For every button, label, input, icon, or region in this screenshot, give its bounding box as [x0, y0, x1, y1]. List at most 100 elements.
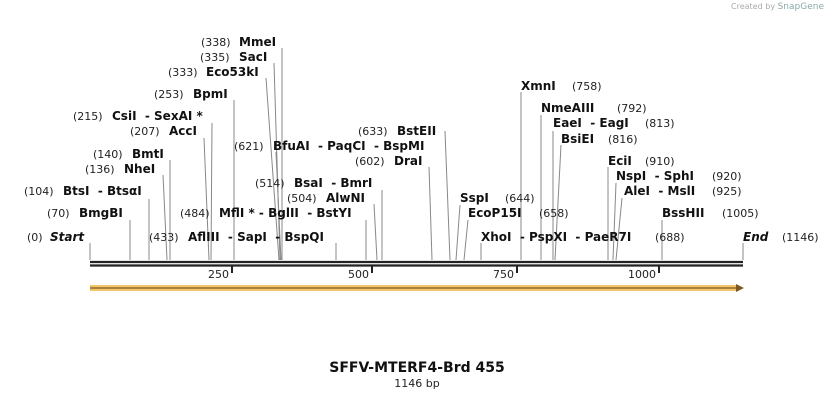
site-position: (0) — [27, 231, 43, 244]
site-eaei[interactable]: (813) EaeI - EagI — [553, 116, 675, 130]
site-line-sspi — [455, 204, 461, 261]
site-line-bsteii — [444, 130, 451, 261]
site-position: (104) — [24, 185, 54, 198]
site-alwni[interactable]: (504) AlwNI — [287, 191, 365, 205]
site-name: DraI — [394, 154, 422, 168]
site-position: (70) — [47, 207, 70, 220]
site-ecop15i[interactable]: (658) EcoP15I — [468, 206, 569, 220]
snapgene-logo: SnapGene — [777, 2, 824, 12]
site-name: AflIII - SapI - BspQI — [188, 230, 324, 244]
site-mfli[interactable]: (484) MflI * - BglII - BstYI — [180, 206, 352, 220]
site-line-acci — [203, 137, 210, 261]
site-end[interactable]: (1146) End — [743, 230, 819, 244]
site-bsshii[interactable]: (1005) BssHII — [662, 206, 759, 220]
site-name: BssHII — [662, 206, 704, 220]
site-name: EcoP15I — [468, 206, 522, 220]
site-name: MflI * - BglII - BstYI — [219, 206, 352, 220]
site-name: NmeAIII — [541, 101, 594, 115]
site-name: NspI - SphI — [616, 169, 694, 183]
site-drai[interactable]: (602) DraI — [355, 154, 422, 168]
site-csii[interactable]: (215) CsiI - SexAI * — [73, 109, 203, 123]
site-line-alei — [615, 197, 623, 261]
site-ecii[interactable]: (910) EciI — [608, 154, 675, 168]
site-line-nhei — [162, 174, 168, 261]
site-nspi[interactable]: (920) NspI - SphI — [616, 169, 742, 183]
site-position: (215) — [73, 110, 103, 123]
site-line-eco53ki — [265, 77, 280, 261]
site-name: Start — [50, 230, 85, 244]
site-position: (910) — [645, 155, 675, 168]
site-name: BsaI - BmrI — [294, 176, 372, 190]
site-name: NheI — [124, 162, 155, 176]
tick-label: 1000 — [628, 268, 656, 281]
site-start[interactable]: (0) Start — [27, 230, 85, 244]
site-position: (602) — [355, 155, 385, 168]
site-name: SacI — [239, 50, 267, 64]
site-position: (816) — [608, 133, 638, 146]
site-name: BsiEI — [561, 132, 594, 146]
site-position: (1146) — [782, 231, 819, 244]
site-bmgbi[interactable]: (70) BmgBI — [47, 206, 123, 220]
site-position: (920) — [712, 170, 742, 183]
site-position: (621) — [234, 140, 264, 153]
credit-prefix: Created by — [731, 2, 776, 11]
site-position: (688) — [655, 231, 685, 244]
site-nhei[interactable]: (136) NheI — [85, 162, 155, 176]
site-line-nspi — [612, 182, 617, 261]
site-name: AleI - MslI — [624, 184, 695, 198]
site-bsiei[interactable]: (816) BsiEI — [561, 132, 638, 146]
site-eco53ki[interactable]: (333) Eco53kI — [168, 65, 259, 79]
site-line-alwni — [373, 203, 378, 261]
site-position: (338) — [201, 36, 231, 49]
site-position: (925) — [712, 185, 742, 198]
site-position: (484) — [180, 207, 210, 220]
site-position: (813) — [645, 117, 675, 130]
site-acci[interactable]: (207) AccI — [130, 124, 197, 138]
site-bfuai[interactable]: (621) BfuAI - PaqCI - BspMI — [234, 139, 424, 153]
site-afliii[interactable]: (433) AflIII - SapI - BspQI — [149, 230, 324, 244]
site-mmei[interactable]: (338) MmeI — [201, 35, 276, 49]
site-line-bsiei — [554, 144, 562, 261]
tick-label: 500 — [348, 268, 369, 281]
site-name: BstEII — [397, 124, 436, 138]
site-position: (433) — [149, 231, 179, 244]
site-bsai[interactable]: (514) BsaI - BmrI — [255, 176, 372, 190]
site-name: BfuAI - PaqCI - BspMI — [273, 139, 424, 153]
site-xmni[interactable]: (758) XmnI — [521, 79, 602, 93]
site-name: BpmI — [193, 87, 228, 101]
feature-arrow[interactable] — [90, 284, 744, 292]
site-position: (253) — [154, 88, 184, 101]
tick-label: 750 — [493, 268, 514, 281]
sequence-length: 1146 bp — [394, 377, 440, 390]
site-position: (504) — [287, 192, 317, 205]
site-alei[interactable]: (925) AleI - MslI — [624, 184, 742, 198]
site-line-drai — [428, 166, 433, 261]
map-title: SFFV-MTERF4-Brd 455 — [329, 360, 505, 376]
site-position: (207) — [130, 125, 160, 138]
site-name: AccI — [169, 124, 197, 138]
site-position: (792) — [617, 102, 647, 115]
site-name: AlwNI — [326, 191, 365, 205]
site-saci[interactable]: (335) SacI — [200, 50, 267, 64]
site-position: (140) — [93, 148, 123, 161]
site-xhoi[interactable]: (688) XhoI - PspXI - PaeR7I — [481, 230, 685, 244]
site-name: Eco53kI — [206, 65, 259, 79]
site-bsteii[interactable]: (633) BstEII — [358, 124, 436, 138]
site-line-bfuai — [275, 151, 282, 261]
site-position: (514) — [255, 177, 285, 190]
site-btsi[interactable]: (104) BtsI - BtsαI — [24, 184, 142, 198]
site-position: (658) — [539, 207, 569, 220]
site-position: (633) — [358, 125, 388, 138]
site-bmti[interactable]: (140) BmtI — [93, 147, 164, 161]
site-name: SspI — [460, 191, 489, 205]
site-sspi[interactable]: (644) SspI — [460, 191, 535, 205]
site-name: MmeI — [239, 35, 276, 49]
site-position: (333) — [168, 66, 198, 79]
site-bpmi[interactable]: (253) BpmI — [154, 87, 228, 101]
site-line-ecop15i — [463, 219, 469, 261]
site-nmeaiii[interactable]: (792) NmeAIII — [541, 101, 647, 115]
site-position: (1005) — [722, 207, 759, 220]
site-position: (644) — [505, 192, 535, 205]
site-name: End — [743, 230, 769, 244]
